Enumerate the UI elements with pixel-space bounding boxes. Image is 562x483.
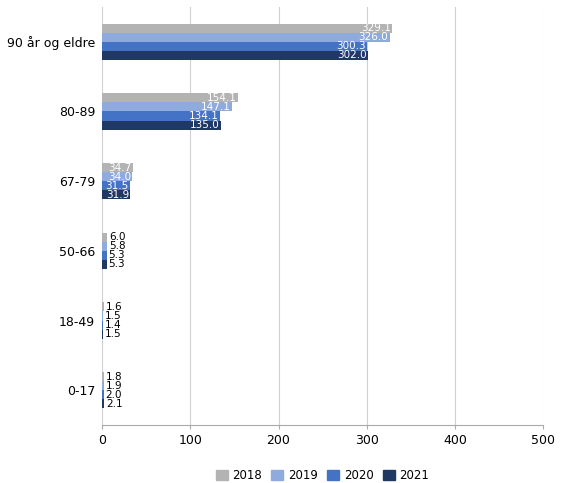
Text: 300.3: 300.3 (336, 42, 366, 51)
Bar (102, 251, 107, 260)
Bar (102, 93, 238, 102)
Bar (102, 112, 220, 121)
Bar (102, 172, 132, 181)
Text: 1.5: 1.5 (105, 329, 122, 339)
Text: 1.4: 1.4 (105, 320, 122, 330)
Text: 5.3: 5.3 (108, 250, 125, 260)
Text: 135.0: 135.0 (190, 120, 220, 130)
Text: 31.9: 31.9 (106, 190, 129, 200)
Bar (102, 260, 107, 269)
Text: 134.1: 134.1 (189, 111, 219, 121)
Bar (102, 51, 369, 60)
Bar (102, 163, 133, 172)
Bar (102, 33, 389, 42)
Bar (102, 24, 392, 33)
Text: 1.5: 1.5 (105, 311, 122, 321)
Text: 1.8: 1.8 (106, 371, 122, 382)
Bar (102, 329, 103, 339)
Text: 154.1: 154.1 (207, 93, 237, 103)
Text: 5.3: 5.3 (108, 259, 125, 270)
Bar (102, 321, 103, 329)
Legend: 2018, 2019, 2020, 2021: 2018, 2019, 2020, 2021 (211, 464, 434, 483)
Text: 5.8: 5.8 (109, 242, 126, 251)
Text: 147.1: 147.1 (201, 102, 230, 112)
Bar (102, 42, 367, 51)
Text: 34.7: 34.7 (108, 163, 132, 172)
Bar (102, 181, 130, 190)
Text: 302.0: 302.0 (338, 50, 367, 60)
Text: 2.1: 2.1 (106, 399, 123, 409)
Bar (102, 312, 103, 321)
Bar (102, 381, 104, 390)
Text: 34.0: 34.0 (108, 171, 131, 182)
Bar (102, 399, 104, 408)
Text: 329.1: 329.1 (361, 23, 391, 33)
Text: 1.9: 1.9 (106, 381, 122, 391)
Bar (102, 121, 221, 129)
Text: 1.6: 1.6 (105, 302, 122, 312)
Bar (102, 190, 130, 199)
Bar (102, 302, 103, 312)
Text: 31.5: 31.5 (105, 181, 129, 191)
Text: 326.0: 326.0 (359, 32, 388, 42)
Bar (102, 242, 107, 251)
Text: 6.0: 6.0 (109, 232, 126, 242)
Bar (102, 102, 232, 112)
Text: 2.0: 2.0 (106, 390, 122, 400)
Bar (102, 233, 107, 242)
Bar (102, 372, 104, 381)
Bar (102, 390, 104, 399)
